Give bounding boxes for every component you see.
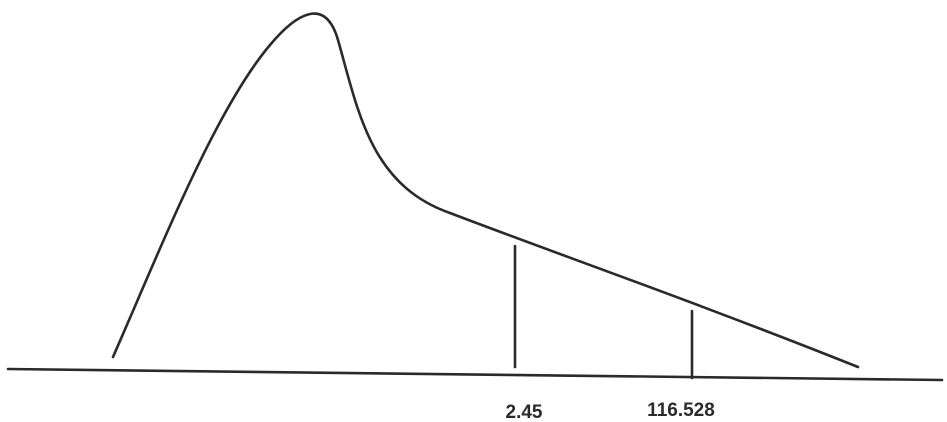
density-curve: [111, 12, 860, 369]
horizontal-axis: [6, 367, 944, 382]
marker-label-first: 2.45: [506, 402, 543, 422]
marker-label-second: 116.528: [647, 400, 715, 421]
